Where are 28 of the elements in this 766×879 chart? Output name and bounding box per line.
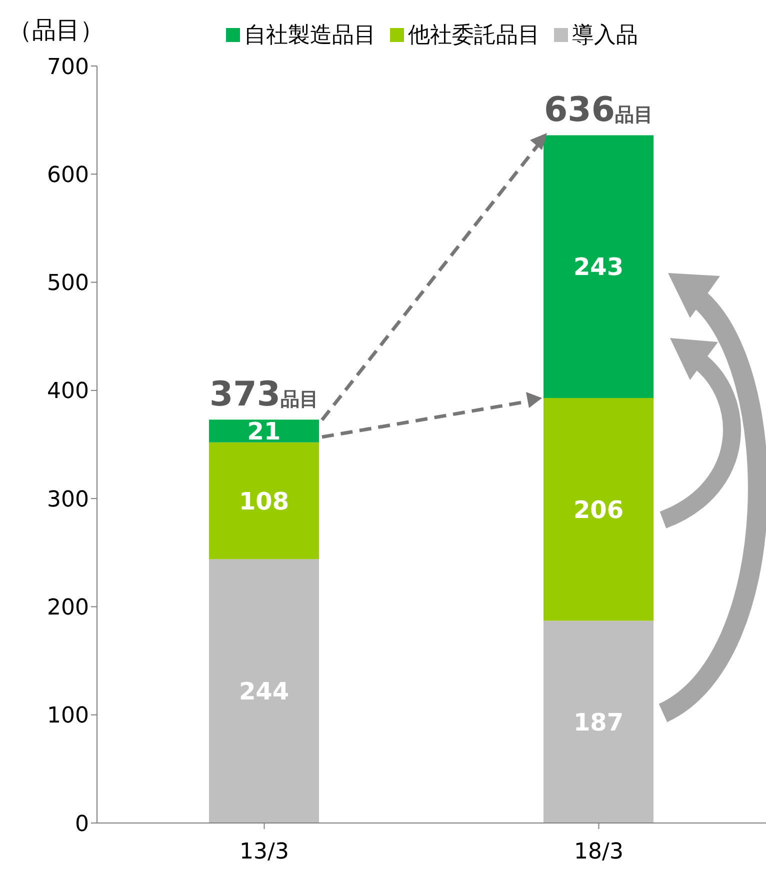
legend-label: 導入品 xyxy=(572,22,638,50)
y-tick-label: 200 xyxy=(47,596,89,621)
data-label: 187 xyxy=(573,708,624,736)
data-label: 21 xyxy=(247,418,281,446)
legend-label: 他社委託品目 xyxy=(408,22,540,50)
bar xyxy=(209,420,319,442)
x-tick-label: 13/3 xyxy=(240,840,289,865)
y-axis-title: （品目） xyxy=(8,15,104,46)
legend-label: 自社製造品目 xyxy=(244,22,376,50)
data-label: 206 xyxy=(573,496,624,524)
bar xyxy=(544,135,654,398)
y-tick-label: 600 xyxy=(47,162,89,188)
bar xyxy=(544,398,654,621)
data-label: 243 xyxy=(573,253,624,282)
data-label: 108 xyxy=(238,487,290,516)
y-tick-label: 500 xyxy=(47,271,89,296)
bar xyxy=(209,442,319,560)
bar xyxy=(209,559,319,823)
total-label: 636品目 xyxy=(544,90,653,130)
x-tick-label: 18/3 xyxy=(574,840,624,865)
bar xyxy=(544,620,654,823)
data-label: 244 xyxy=(238,678,290,706)
total-label: 373品目 xyxy=(210,374,318,415)
y-tick-label: 300 xyxy=(47,487,89,512)
y-tick-label: 0 xyxy=(75,812,89,837)
y-tick-label: 100 xyxy=(47,704,89,729)
y-tick-label: 700 xyxy=(47,54,89,80)
y-tick-label: 400 xyxy=(47,379,89,404)
